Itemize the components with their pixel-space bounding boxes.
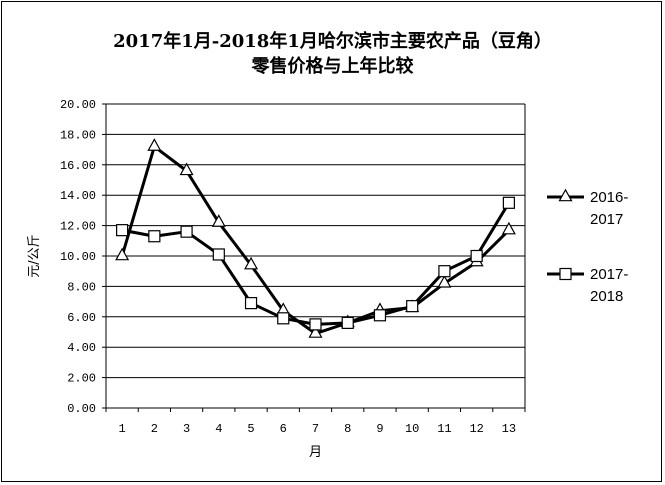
series-line xyxy=(121,202,511,326)
data-point-square xyxy=(373,309,387,322)
series-2017-2018 xyxy=(116,196,515,331)
series-group xyxy=(115,138,516,338)
series-2016-2017 xyxy=(115,138,516,338)
y-tick-label: 8.00 xyxy=(67,280,96,294)
x-tick-label: 5 xyxy=(247,422,254,436)
data-point-square xyxy=(309,318,322,331)
data-point-square xyxy=(116,224,129,237)
x-tick-label: 8 xyxy=(344,422,351,436)
data-point-triangle xyxy=(308,325,323,338)
data-point-square xyxy=(148,230,161,243)
legend: 2016- 2017 2017- 2018 xyxy=(547,188,628,305)
y-tick-label: 10.00 xyxy=(60,250,96,264)
x-tick-label: 11 xyxy=(437,422,451,436)
data-point-square xyxy=(406,300,419,313)
x-tick-label: 4 xyxy=(215,422,222,436)
x-tick-label: 10 xyxy=(405,422,419,436)
x-tick-label: 12 xyxy=(469,422,483,436)
y-tick-labels: 0.00 2.00 4.00 6.00 8.00 10.00 12.00 14.00 16.00… xyxy=(60,98,96,416)
data-point-triangle xyxy=(179,162,194,176)
data-point-triangle xyxy=(211,214,226,227)
x-tick-label: 1 xyxy=(119,422,126,436)
y-tick-label: 20.00 xyxy=(60,98,96,112)
data-point-square xyxy=(438,265,451,278)
data-point-square xyxy=(277,312,290,325)
data-point-square xyxy=(244,297,258,310)
data-point-triangle xyxy=(558,188,573,202)
y-tick-label: 12.00 xyxy=(60,220,96,234)
chart-title: 2017年1月-2018年1月哈尔滨市主要农产品（豆角） xyxy=(113,31,552,52)
data-point-square xyxy=(559,267,572,281)
x-tick-label: 6 xyxy=(280,422,287,436)
legend-label: 2017 xyxy=(590,211,623,228)
y-tick-label: 14.00 xyxy=(60,189,96,203)
legend-label: 2016- xyxy=(590,189,628,206)
data-point-square xyxy=(341,316,354,329)
chart-subtitle: 零售价格与上年比较 xyxy=(251,56,414,77)
x-axis-label: 月 xyxy=(309,445,322,460)
grid-lines xyxy=(102,103,526,412)
y-tick-label: 18.00 xyxy=(60,128,96,142)
data-point-triangle xyxy=(115,247,130,261)
data-point-triangle xyxy=(147,138,162,151)
data-point-square xyxy=(180,225,193,238)
x-tick-label: 2 xyxy=(151,422,158,436)
x-tick-label: 7 xyxy=(312,422,319,436)
x-tick-label: 13 xyxy=(502,422,516,436)
y-tick-label: 2.00 xyxy=(67,372,96,386)
data-point-square xyxy=(502,196,515,209)
x-tick-label: 9 xyxy=(376,422,383,436)
data-point-square xyxy=(212,248,225,261)
data-point-triangle xyxy=(501,221,516,235)
x-tick-label: 3 xyxy=(183,422,190,436)
y-tick-label: 4.00 xyxy=(67,341,96,355)
data-point-triangle xyxy=(437,274,452,288)
y-tick-label: 6.00 xyxy=(67,311,96,325)
y-tick-label: 0.00 xyxy=(67,402,96,416)
y-tick-label: 16.00 xyxy=(60,159,96,173)
legend-label: 2017- xyxy=(590,266,628,283)
legend-entry: 2016- 2017 xyxy=(547,188,628,228)
legend-entry: 2017- 2018 xyxy=(547,266,628,305)
legend-label: 2018 xyxy=(590,288,623,305)
data-point-triangle xyxy=(244,256,259,270)
x-tick-labels: 1 2 3 4 5 6 7 8 9 10 11 12 13 xyxy=(119,422,517,436)
data-point-square xyxy=(470,249,483,263)
y-axis-label: 元/公斤 xyxy=(27,234,42,277)
